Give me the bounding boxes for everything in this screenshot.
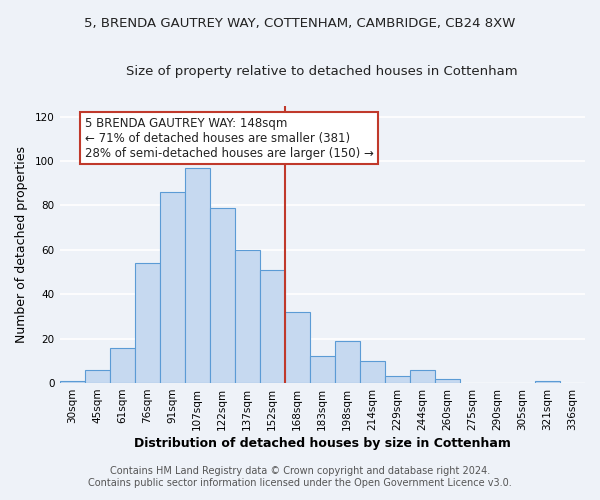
Text: Contains HM Land Registry data © Crown copyright and database right 2024.
Contai: Contains HM Land Registry data © Crown c… [88,466,512,487]
Bar [335,341,360,383]
Text: 5 BRENDA GAUTREY WAY: 148sqm
← 71% of detached houses are smaller (381)
28% of s: 5 BRENDA GAUTREY WAY: 148sqm ← 71% of de… [85,116,373,160]
Bar [535,381,560,383]
Bar [310,356,335,383]
Text: 5, BRENDA GAUTREY WAY, COTTENHAM, CAMBRIDGE, CB24 8XW: 5, BRENDA GAUTREY WAY, COTTENHAM, CAMBRI… [85,18,515,30]
Bar [235,250,260,383]
Bar [360,361,385,383]
Bar [134,263,160,383]
Bar [385,376,410,383]
Bar [209,208,235,383]
Bar [110,348,134,383]
Title: Size of property relative to detached houses in Cottenham: Size of property relative to detached ho… [127,65,518,78]
Bar [285,312,310,383]
Bar [85,370,110,383]
X-axis label: Distribution of detached houses by size in Cottenham: Distribution of detached houses by size … [134,437,511,450]
Bar [59,381,85,383]
Bar [410,370,435,383]
Bar [185,168,209,383]
Bar [160,192,185,383]
Bar [260,270,285,383]
Bar [435,378,460,383]
Y-axis label: Number of detached properties: Number of detached properties [15,146,28,343]
